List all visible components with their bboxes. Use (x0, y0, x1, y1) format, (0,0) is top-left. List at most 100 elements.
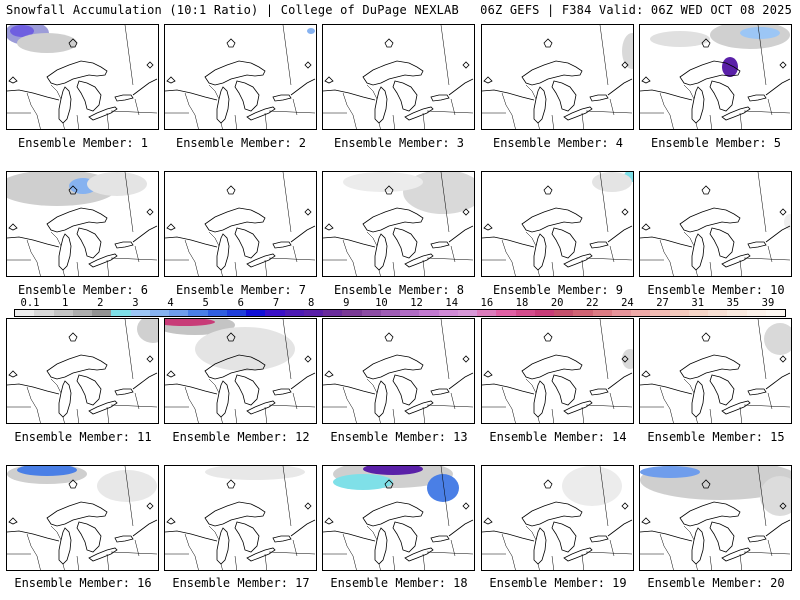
snowfall-shading (195, 327, 295, 371)
colorbar-swatch (246, 310, 266, 316)
ensemble-member-label: Ensemble Member: 3 (333, 136, 465, 150)
colorbar-swatch (207, 310, 227, 316)
colorbar-tick-label: 1 (61, 297, 69, 309)
colorbar-swatch (515, 310, 535, 316)
snowfall-shading (137, 319, 158, 343)
colorbar-swatch (457, 310, 477, 316)
ensemble-member-label: Ensemble Member: 13 (330, 430, 468, 444)
state-borders (165, 172, 316, 276)
ensemble-member-map (639, 24, 792, 130)
colorbar-tick-label: 27 (656, 297, 669, 309)
colorbar-swatch (169, 310, 189, 316)
ensemble-member-map (481, 24, 634, 130)
colorbar-tick-label: 16 (480, 297, 494, 309)
ensemble-member-map (639, 171, 792, 277)
ensemble-member-map (164, 465, 317, 571)
colorbar-swatch (688, 310, 708, 316)
coastline-outline (323, 38, 474, 124)
colorbar-swatch (323, 310, 343, 316)
ensemble-member-map (322, 171, 475, 277)
colorbar-swatch (669, 310, 689, 316)
map-basemap (482, 172, 633, 276)
colorbar-swatch (15, 310, 35, 316)
snowfall-shading (760, 476, 791, 516)
colorbar-labels: 0.1 1 2 3 4 5 6 7 8 9 10 12 14 16 18 20 22 24 27 31 35 39 (0, 297, 800, 309)
colorbar-swatch (72, 310, 92, 316)
colorbar-tick-label: 4 (167, 297, 174, 309)
map-basemap (482, 319, 633, 423)
snowfall-shading (343, 172, 423, 192)
colorbar-tick-label: 2 (97, 297, 104, 309)
colorbar-swatch (592, 310, 612, 316)
snowfall-shading (722, 57, 738, 77)
snowfall-shading (333, 474, 393, 490)
map-basemap (640, 172, 791, 276)
model-valid-time: 06Z GEFS | F384 Valid: 06Z WED OCT 08 20… (480, 3, 792, 17)
state-borders (323, 319, 474, 423)
map-basemap (482, 466, 633, 570)
ensemble-member-label: Ensemble Member: 20 (647, 576, 785, 590)
colorbar-swatch (708, 310, 728, 316)
map-basemap (165, 319, 316, 423)
colorbar-tick-label: 10 (375, 297, 388, 309)
colorbar-swatch (361, 310, 381, 316)
ensemble-member-label: Ensemble Member: 16 (14, 576, 152, 590)
colorbar-tick-label: 24 (621, 297, 634, 309)
colorbar-tick-label: 14 (445, 297, 459, 309)
snowfall-shading (427, 474, 459, 502)
ensemble-member-label: Ensemble Member: 7 (175, 283, 307, 297)
state-borders (482, 25, 633, 129)
ensemble-member-label: Ensemble Member: 2 (175, 136, 307, 150)
snowfall-shading (764, 323, 791, 355)
map-basemap (165, 466, 316, 570)
colorbar-swatch (92, 310, 112, 316)
colorbar-tick-label: 7 (272, 297, 280, 309)
coastline-outline (165, 185, 316, 271)
colorbar-swatch (34, 310, 54, 316)
coastline-outline (482, 185, 633, 271)
colorbar-swatch (611, 310, 631, 316)
colorbar-swatch (284, 310, 304, 316)
coastline-outline (482, 332, 633, 418)
state-borders (323, 25, 474, 129)
map-basemap (640, 319, 791, 423)
colorbar-swatch (111, 310, 131, 316)
ensemble-member-map (164, 171, 317, 277)
snowfall-shading (740, 27, 780, 39)
colorbar-tick-label: 3 (132, 297, 139, 309)
colorbar-swatch (496, 310, 516, 316)
colorbar-tick-label: 35 (726, 297, 740, 309)
coastline-outline (7, 38, 158, 124)
colorbar-swatch (765, 310, 785, 316)
map-basemap (640, 466, 791, 570)
colorbar-swatch (149, 310, 169, 316)
colorbar-tick-label: 0.1 (20, 297, 40, 309)
snowfall-shading (10, 25, 34, 37)
state-borders (165, 25, 316, 129)
coastline-outline (7, 332, 158, 418)
colorbar-swatch (188, 310, 208, 316)
snowfall-shading (17, 466, 77, 476)
colorbar-swatch (265, 310, 285, 316)
coastline-outline (323, 332, 474, 418)
colorbar-swatch (573, 310, 593, 316)
snowfall-colorbar (14, 309, 786, 317)
ensemble-member-label: Ensemble Member: 5 (650, 136, 782, 150)
colorbar-swatch (534, 310, 554, 316)
snowfall-shading (363, 466, 423, 475)
ensemble-member-map (322, 465, 475, 571)
coastline-outline (165, 38, 316, 124)
ensemble-member-label: Ensemble Member: 17 (172, 576, 310, 590)
map-basemap (323, 319, 474, 423)
state-borders (7, 319, 158, 423)
colorbar-swatch (477, 310, 497, 316)
ensemble-member-label: Ensemble Member: 15 (647, 430, 785, 444)
snowfall-shading (17, 33, 77, 53)
map-title: Snowfall Accumulation (10:1 Ratio) | Col… (6, 3, 459, 17)
colorbar-tick-label: 18 (515, 297, 529, 309)
map-basemap (640, 25, 791, 129)
coastline-outline (165, 479, 316, 565)
ensemble-member-label: Ensemble Member: 6 (17, 283, 149, 297)
map-basemap (7, 25, 158, 129)
colorbar-swatch (438, 310, 458, 316)
